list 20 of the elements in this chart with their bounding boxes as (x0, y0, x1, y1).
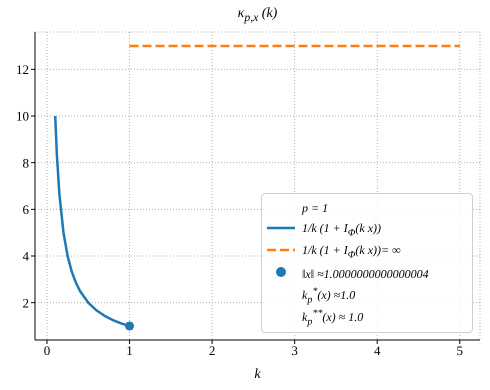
x-tick-label: 1 (126, 343, 133, 358)
annotation: k$_{p}$$^{**}$(x) ≈ 1.0 (302, 308, 364, 328)
y-tick-label: 4 (22, 248, 30, 264)
annotation: k$_{p}$$^{*}$(x) ≈1.0 (302, 286, 356, 306)
y-tick-label: 10 (16, 108, 29, 124)
x-tick-label: 4 (374, 343, 381, 358)
chart-title: κ$_{p,x}$ (k) (238, 6, 278, 24)
x-tick-label: 0 (44, 343, 50, 358)
legend-label: 1/k (1 + I$_{Φ}$(k x)) (302, 221, 382, 239)
legend-label: 1/k (1 + I$_{Φ}$(k x))= ∞ (302, 243, 401, 261)
y-tick-label: 2 (22, 295, 29, 310)
legend-label: ‖x‖ ≈1.0000000000000004 (302, 266, 429, 282)
y-tick-label: 6 (22, 202, 30, 217)
x-tick-label: 5 (456, 343, 464, 358)
x-axis-title: k (254, 367, 262, 382)
y-tick-label: 8 (22, 155, 29, 170)
y-tick-label: 12 (16, 62, 29, 77)
x-tick-label: 2 (208, 343, 216, 358)
legend-title: p = 1 (302, 200, 328, 216)
x-tick-label: 3 (291, 343, 298, 358)
